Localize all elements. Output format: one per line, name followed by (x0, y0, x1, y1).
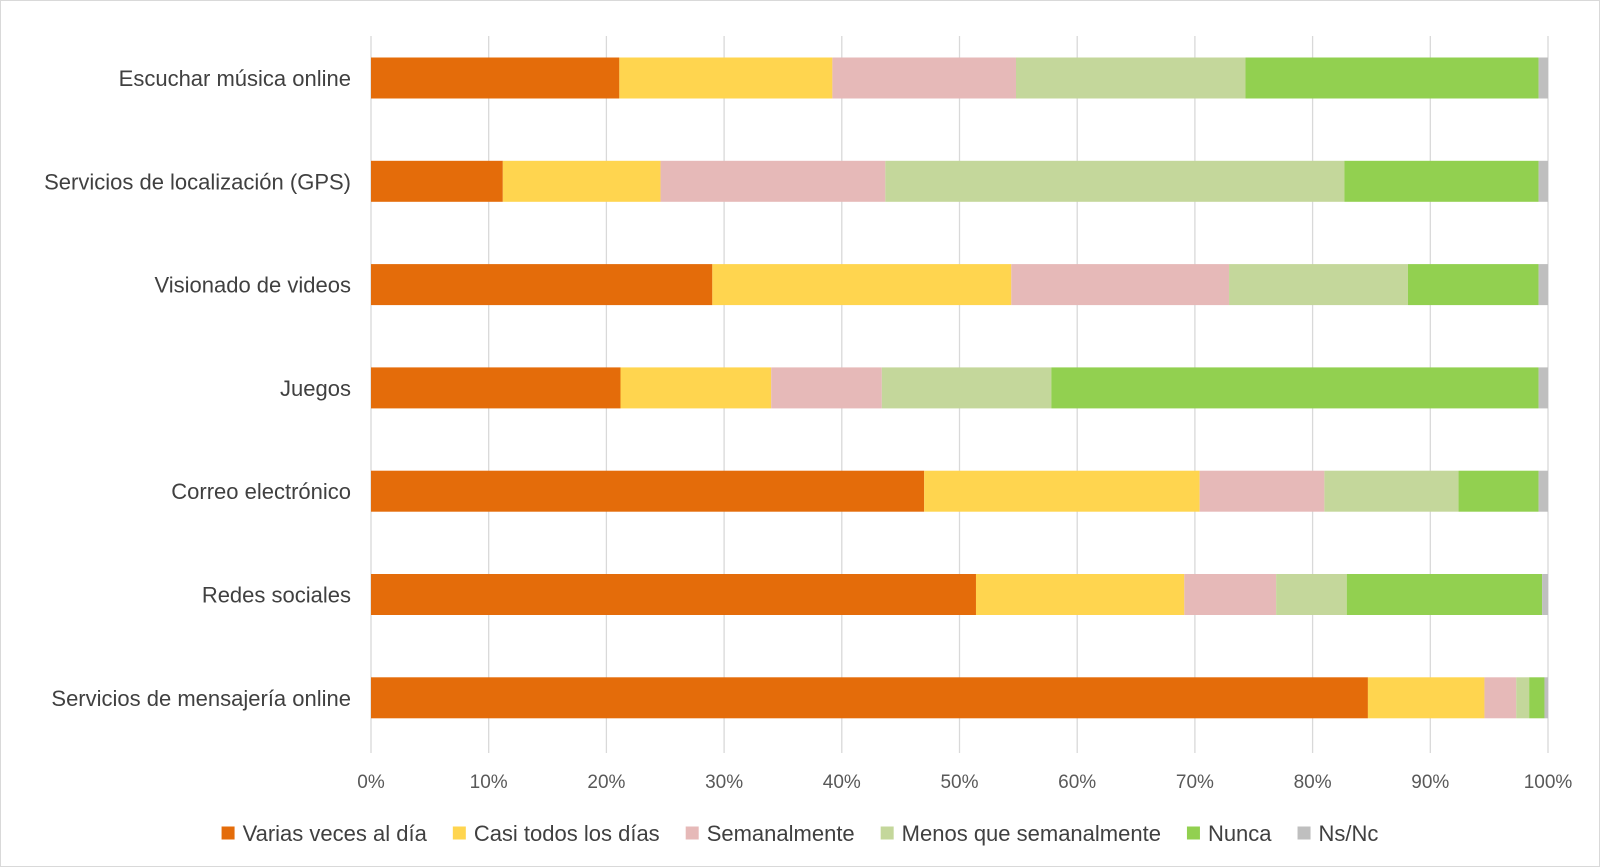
bar-segment-6-1 (1367, 677, 1485, 719)
bar-segment-2-1 (712, 264, 1012, 306)
category-label: Juegos (280, 376, 351, 401)
bar-segment-6-5 (1544, 677, 1548, 719)
bar-segment-5-4 (1346, 574, 1543, 615)
bar-segment-6-2 (1484, 677, 1517, 719)
category-label: Correo electrónico (171, 479, 351, 504)
legend-swatch-1 (452, 826, 466, 840)
legend-swatch-2 (685, 826, 699, 840)
bar-segment-2-3 (1229, 264, 1408, 306)
legend-label: Nunca (1208, 821, 1272, 846)
bar-segment-4-5 (1538, 470, 1548, 512)
bar-segment-3-5 (1538, 367, 1548, 409)
bars (371, 57, 1548, 719)
bar-segment-2-0 (371, 264, 713, 306)
bar-segment-4-1 (924, 470, 1200, 512)
bar-segment-6-3 (1516, 677, 1530, 719)
bar-segment-2-4 (1407, 264, 1539, 306)
x-tick-label: 60% (1058, 772, 1096, 793)
bar-segment-1-3 (885, 160, 1345, 202)
legend-swatch-0 (221, 826, 235, 840)
bar-segment-1-0 (371, 160, 503, 202)
x-tick-label: 30% (705, 772, 743, 793)
bar-segment-2-2 (1011, 264, 1230, 306)
legend-swatch-5 (1297, 826, 1311, 840)
x-tick-label: 20% (587, 772, 625, 793)
bar-segment-0-4 (1245, 57, 1539, 99)
category-label: Servicios de mensajería online (51, 686, 351, 711)
bar-segment-0-2 (832, 57, 1016, 99)
bar-segment-3-3 (881, 367, 1052, 409)
bar-segment-3-1 (620, 367, 772, 409)
legend-label: Semanalmente (707, 821, 855, 846)
bar-segment-5-1 (975, 574, 1185, 615)
bar-segment-4-2 (1199, 470, 1325, 512)
category-label: Redes sociales (202, 583, 351, 608)
x-tick-label: 10% (470, 772, 508, 793)
legend-swatch-4 (1186, 826, 1200, 840)
bar-segment-6-0 (371, 677, 1368, 719)
bar-segment-1-1 (502, 160, 661, 202)
x-tick-labels: 0% 10% 20% 30% 40% 50% 60% 70% 80% 90% 100% (357, 772, 1572, 793)
bar-segment-3-2 (771, 367, 882, 409)
legend-label: Ns/Nc (1319, 821, 1379, 846)
category-label: Visionado de videos (154, 273, 351, 298)
bar-segment-0-5 (1538, 57, 1548, 99)
category-label: Escuchar música online (119, 66, 351, 91)
bar-segment-4-3 (1324, 470, 1459, 512)
bar-segment-0-3 (1015, 57, 1246, 99)
bar-segment-0-1 (619, 57, 833, 99)
x-tick-label: 0% (357, 772, 385, 793)
category-labels: Escuchar música online Servicios de local… (44, 66, 351, 711)
bar-segment-3-0 (371, 367, 621, 409)
x-tick-label: 40% (823, 772, 861, 793)
bar-segment-3-4 (1051, 367, 1539, 409)
x-tick-label: 90% (1411, 772, 1449, 793)
bar-segment-5-3 (1276, 574, 1347, 615)
legend-label: Casi todos los días (474, 821, 660, 846)
bar-segment-1-5 (1538, 160, 1548, 202)
bar-segment-1-2 (660, 160, 886, 202)
bar-segment-5-5 (1542, 574, 1548, 615)
bar-segment-0-0 (371, 57, 620, 99)
x-tick-label: 100% (1524, 772, 1573, 793)
bar-segment-4-4 (1458, 470, 1539, 512)
bar-segment-4-0 (371, 470, 925, 512)
bar-segment-2-5 (1538, 264, 1548, 306)
legend-label: Menos que semanalmente (902, 821, 1161, 846)
x-tick-label: 50% (940, 772, 978, 793)
bar-segment-1-4 (1344, 160, 1539, 202)
legend: Varias veces al día Casi todos los días Se… (221, 821, 1379, 846)
bar-segment-6-4 (1529, 677, 1545, 719)
legend-label: Varias veces al día (243, 821, 428, 846)
legend-swatch-3 (880, 826, 894, 840)
x-tick-label: 70% (1176, 772, 1214, 793)
bar-segment-5-0 (371, 574, 976, 615)
category-label: Servicios de localización (GPS) (44, 169, 351, 194)
bar-segment-5-2 (1184, 574, 1277, 615)
x-tick-label: 80% (1294, 772, 1332, 793)
